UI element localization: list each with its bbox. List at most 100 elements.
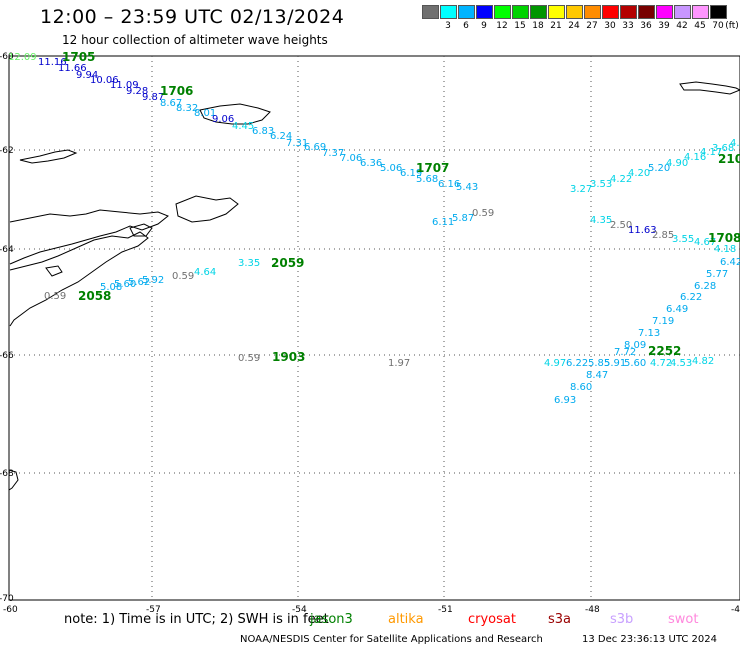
wave-height-value: 9.06 [212, 114, 234, 125]
wave-height-value: 7.19 [652, 316, 674, 327]
scale-swatch [656, 5, 673, 19]
wave-height-value: 8.60 [570, 382, 592, 393]
scale-label: 36 [640, 21, 652, 31]
wave-height-value: 9.87 [142, 92, 164, 103]
wave-height-value: 4.45 [232, 121, 254, 132]
track-time-label: 1903 [272, 350, 305, 364]
scale-swatch [566, 5, 583, 19]
scale-label: 15 [514, 21, 526, 31]
scale-swatch [620, 5, 637, 19]
wave-height-value: 5.68 [416, 174, 438, 185]
wave-height-value: 8.09 [624, 340, 646, 351]
track-time-label: 1705 [62, 50, 95, 64]
wave-height-value: 7.13 [638, 328, 660, 339]
wave-height-value: 5.87 [452, 213, 474, 224]
wave-height-value: 7.37 [322, 148, 344, 159]
wave-height-value: 9.94 [76, 70, 98, 81]
wave-height-value: 6.49 [666, 304, 688, 315]
lat-label: -62 [0, 146, 14, 156]
wave-height-value: 0.59 [44, 291, 66, 302]
wave-height-value: 11.16 [38, 57, 67, 68]
scale-label: 42 [676, 21, 688, 31]
track-time-label: 2059 [271, 256, 304, 270]
coastline-south-orkney [679, 81, 740, 95]
wave-height-value: 4.18 [714, 244, 736, 255]
wave-height-value: 4.64 [194, 267, 216, 278]
wave-height-value: 4.17 [700, 147, 722, 158]
wave-height-value: 6.42 [720, 257, 740, 268]
wave-height-value: 0.59 [472, 208, 494, 219]
scale-label: 39 [658, 21, 670, 31]
wave-height-value: 5.92 [142, 275, 164, 286]
wave-height-value: 5.62 [128, 277, 150, 288]
coastline-peninsula-north [9, 209, 169, 265]
wave-height-value: 6.93 [554, 395, 576, 406]
wave-height-value: 3.35 [238, 258, 260, 269]
coastline-south-shetland [19, 149, 78, 164]
map-frame [8, 55, 740, 601]
wave-height-value: 4.82 [692, 356, 714, 367]
satellite-s3b: s3b [610, 612, 634, 627]
coastline-west-edge [8, 469, 19, 491]
wave-height-value: 4.90 [666, 158, 688, 169]
scale-swatch [674, 5, 691, 19]
wave-height-value: 4.20 [628, 168, 650, 179]
lon-label: -57 [146, 605, 161, 615]
wave-height-value: 7.31 [286, 138, 308, 149]
scale-label: 70 [712, 21, 724, 31]
track-time-label: 1706 [160, 84, 193, 98]
lat-label: -66 [0, 351, 14, 361]
lat-label: -70 [0, 594, 14, 604]
wave-height-value: 6.69 [304, 142, 326, 153]
track-time-label: 2058 [78, 289, 111, 303]
wave-height-value: 2.85 [652, 230, 674, 241]
scale-swatch [638, 5, 655, 19]
satellite-cryosat: cryosat [468, 612, 516, 627]
lon-label: -60 [3, 605, 18, 615]
satellite-swot: swot [668, 612, 699, 627]
scale-label: 30 [604, 21, 616, 31]
wave-height-value: 5.20 [648, 163, 670, 174]
footer-timestamp: 13 Dec 23:36:13 UTC 2024 [582, 634, 717, 645]
footer-note: note: 1) Time is in UTC; 2) SWH is in fe… [64, 612, 329, 627]
wave-height-value: 6.19 [400, 168, 422, 179]
footer-credit: NOAA/NESDIS Center for Satellite Applica… [240, 634, 543, 645]
map-title: 12:00 – 23:59 UTC 02/13/2024 [40, 6, 345, 28]
coastline-islands-b [199, 103, 271, 125]
wave-height-value: 10.06 [90, 75, 119, 86]
scale-label: 12 [496, 21, 508, 31]
wave-height-value: 5.43 [456, 182, 478, 193]
scale-label: 3 [445, 21, 451, 31]
wave-height-value: 4.35 [590, 215, 612, 226]
wave-height-value: 6.83 [252, 126, 274, 137]
coastline [8, 81, 740, 491]
track-1903: 0.59 1.97 1903 [238, 350, 410, 369]
wave-height-value: 11.63 [628, 225, 657, 236]
scale-swatch [584, 5, 601, 19]
scale-swatch [512, 5, 529, 19]
wave-height-value: 4.97 [544, 358, 566, 369]
wave-height-value: 4.72 [650, 358, 672, 369]
wave-height-value: 8.67 [160, 98, 182, 109]
scale-label: 9 [481, 21, 487, 31]
wave-height-value: 4.16 [684, 152, 706, 163]
track-2059: 3.35 4.640.59 2059 [172, 256, 304, 282]
wave-height-value: 8.32 [176, 103, 198, 114]
track-time-label: 1708 [708, 231, 740, 245]
scale-swatch [530, 5, 547, 19]
wave-height-value: 6.36 [360, 158, 382, 169]
track-1706: 8.678.328.019.064.456.836.247.316.697.37… [160, 84, 422, 179]
wave-height-value: 5.60 [114, 279, 136, 290]
wave-height-value: 6.16 [438, 179, 460, 190]
scale-swatch [476, 5, 493, 19]
wave-height-value: 9.28 [126, 86, 148, 97]
track-2058: 0.59 5.085.605.625.92 2058 [44, 275, 164, 303]
wave-height-value: 4.22 [610, 174, 632, 185]
scale-swatch [458, 5, 475, 19]
altimeter-tracks: 12.09 11.1611.669.9410.0611.099.289.87170… [8, 50, 740, 406]
lon-label: -54 [292, 605, 307, 615]
wave-height-value: 1.97 [388, 358, 410, 369]
coastline-islands-a [175, 195, 239, 223]
